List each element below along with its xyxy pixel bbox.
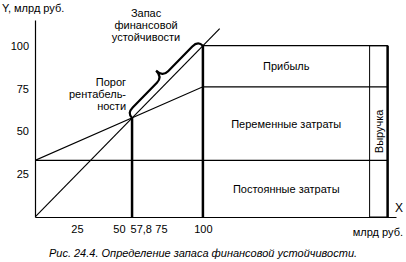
revenue-label: Выручка: [373, 109, 385, 154]
series-line: [203, 45, 388, 46]
annotation-text: рентабель-: [69, 88, 126, 100]
x-axis: 25 50 57,875 100: [36, 217, 397, 235]
y-tick-label: 50: [17, 125, 29, 137]
region-label: Прибыль: [263, 60, 310, 72]
revenue-box: [370, 46, 388, 217]
vertical-line: [386, 46, 389, 217]
x-tick: 57,8: [131, 217, 152, 235]
y-tick-label: 75: [17, 83, 29, 95]
brace: [130, 43, 203, 118]
caption: Рис. 24.4. Определение запаса финансовой…: [49, 247, 357, 259]
x-tick: 50: [113, 217, 125, 235]
x-tick: 100: [194, 217, 212, 235]
series-line: [35, 160, 388, 161]
y-axis-title: Y, млрд руб.: [2, 2, 64, 14]
y-tick-label: 25: [17, 168, 29, 180]
vertical-line: [131, 118, 134, 217]
plot: 255057,875100255075100Запасфинансовойуст…: [11, 7, 397, 235]
x-tick: 75: [155, 217, 167, 235]
marks: [35, 29, 388, 217]
x-axis-title: X: [395, 201, 403, 215]
x-tick: 25: [71, 217, 83, 235]
x-tick-label: 57,8: [131, 223, 152, 235]
region-label: Постоянные затраты: [233, 183, 340, 195]
y-axis-line: [35, 21, 36, 218]
chart: 255057,875100255075100Запасфинансовойуст…: [0, 0, 406, 262]
x-tick-label: 50: [113, 223, 125, 235]
annotation-text: Порог: [96, 76, 126, 88]
series-line: [35, 87, 388, 161]
x-tick-label: 25: [71, 223, 83, 235]
y-axis: 25 50 75 100: [11, 21, 36, 218]
y-tick-label: 100: [11, 40, 29, 52]
annotation-text: устойчивости: [112, 31, 180, 43]
y-tick: 75: [17, 83, 35, 95]
y-tick: 100: [11, 40, 35, 52]
y-tick: 50: [17, 125, 35, 137]
x-tick-label: 100: [194, 223, 212, 235]
vertical-line: [202, 46, 205, 217]
x-tick-label: 75: [155, 223, 167, 235]
series-line: [35, 29, 220, 217]
region-label: Переменные затраты: [231, 118, 341, 130]
x-axis-line: [36, 217, 397, 218]
annotation-text: ности: [97, 100, 126, 112]
annotation-text: финансовой: [114, 19, 177, 31]
annotation-text: Запас: [131, 7, 162, 19]
y-tick: 25: [17, 168, 35, 180]
x-axis-unit: млрд руб.: [353, 226, 403, 238]
